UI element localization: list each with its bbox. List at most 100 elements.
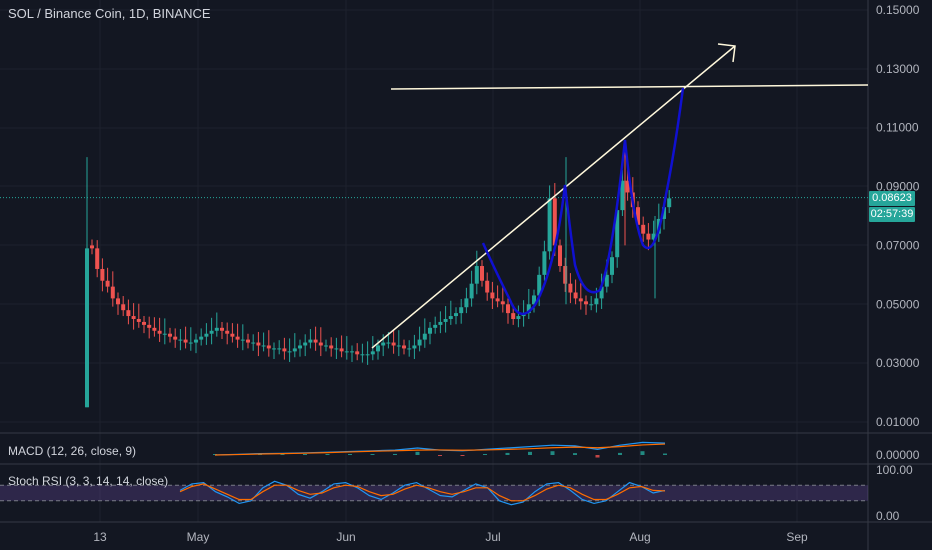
candle: [178, 339, 183, 341]
candle: [313, 339, 318, 343]
candle: [162, 333, 167, 335]
candle: [344, 351, 349, 353]
candle: [365, 354, 370, 356]
candle: [220, 327, 224, 331]
macd-histogram-bar: [663, 453, 667, 455]
macd-histogram-bar: [573, 453, 577, 455]
candle: [308, 339, 313, 343]
macd-histogram-bar: [550, 451, 555, 455]
price-tick-label: 0.09000: [876, 180, 920, 194]
candle: [360, 354, 365, 356]
candle: [589, 304, 594, 306]
stoch-tick-label: 100.00: [876, 463, 913, 477]
candle: [604, 274, 609, 287]
candle: [547, 198, 552, 252]
candle: [376, 345, 380, 352]
candle: [407, 348, 412, 350]
macd-histogram-bar: [348, 454, 352, 455]
candle: [490, 292, 495, 299]
trend-arrow-line: [371, 45, 736, 349]
candle: [402, 345, 406, 349]
price-tick-label: 0.07000: [876, 238, 920, 252]
macd-histogram-bar: [640, 451, 645, 455]
candle: [303, 342, 308, 346]
candle: [542, 251, 547, 275]
candle: [116, 298, 120, 305]
candle: [396, 345, 401, 347]
candle: [563, 266, 568, 284]
stoch-k-line: [179, 480, 666, 506]
candle: [287, 351, 292, 353]
macd-label: MACD (12, 26, close, 9): [8, 444, 137, 458]
candle: [142, 321, 146, 325]
macd-histogram-bar: [595, 455, 600, 458]
candle: [464, 298, 469, 308]
candle: [573, 292, 578, 299]
cup-pattern-curve: [481, 87, 685, 315]
candle: [578, 298, 583, 302]
candle: [428, 327, 432, 334]
candle: [121, 304, 126, 311]
candle: [662, 207, 666, 219]
candle: [292, 348, 297, 352]
price-tick-label: 0.13000: [876, 62, 920, 76]
trend-arrow-head: [717, 43, 736, 63]
candle: [500, 301, 505, 305]
macd-histogram-bar: [460, 455, 465, 456]
candle: [168, 333, 172, 337]
candle: [443, 319, 448, 322]
time-tick-label: Sep: [786, 530, 808, 544]
macd-histogram-bar: [303, 454, 307, 455]
candle: [147, 324, 152, 328]
candle: [532, 295, 536, 305]
candle: [339, 348, 344, 352]
candle: [318, 342, 323, 346]
candle: [235, 336, 240, 340]
candle: [266, 345, 271, 349]
last-price-badge: 0.08623: [869, 191, 915, 206]
time-tick-label: Aug: [629, 530, 650, 544]
macd-signal-line: [214, 443, 666, 456]
countdown-badge: 02:57:39: [869, 207, 915, 222]
candle: [100, 268, 105, 281]
candle: [183, 339, 188, 343]
candle: [620, 180, 625, 211]
macd-histogram-bar: [505, 452, 510, 455]
macd-histogram-bar: [438, 455, 442, 456]
candle: [272, 348, 276, 350]
time-tick-label: May: [187, 530, 210, 544]
candle: [568, 283, 573, 293]
candle: [204, 333, 209, 337]
time-tick-label: 13: [93, 530, 107, 544]
candle: [474, 266, 479, 284]
candle: [199, 336, 204, 340]
time-tick-label: Jun: [336, 530, 355, 544]
candle: [636, 207, 640, 225]
candle: [667, 198, 672, 208]
candle: [537, 274, 542, 296]
candle: [610, 257, 614, 275]
candle: [412, 345, 417, 349]
candle: [448, 316, 453, 319]
candle: [251, 342, 256, 344]
candle: [480, 266, 484, 281]
price-tick-label: 0.11000: [876, 121, 919, 135]
candle: [552, 198, 557, 246]
candle: [433, 324, 438, 328]
candle: [173, 336, 178, 340]
candle: [625, 180, 630, 193]
macd-histogram-bar: [528, 451, 532, 455]
macd-tick-label: 0.00000: [876, 448, 920, 462]
time-tick-label: Jul: [485, 530, 500, 544]
candle: [214, 327, 219, 331]
candle: [324, 345, 328, 347]
candle: [350, 351, 354, 353]
candle: [209, 330, 214, 334]
candle: [391, 342, 396, 346]
candle: [85, 248, 89, 408]
stoch-d-line: [179, 483, 666, 502]
candle: [469, 283, 474, 299]
price-tick-label: 0.15000: [876, 3, 920, 17]
candle: [334, 348, 339, 350]
candle: [594, 298, 599, 305]
